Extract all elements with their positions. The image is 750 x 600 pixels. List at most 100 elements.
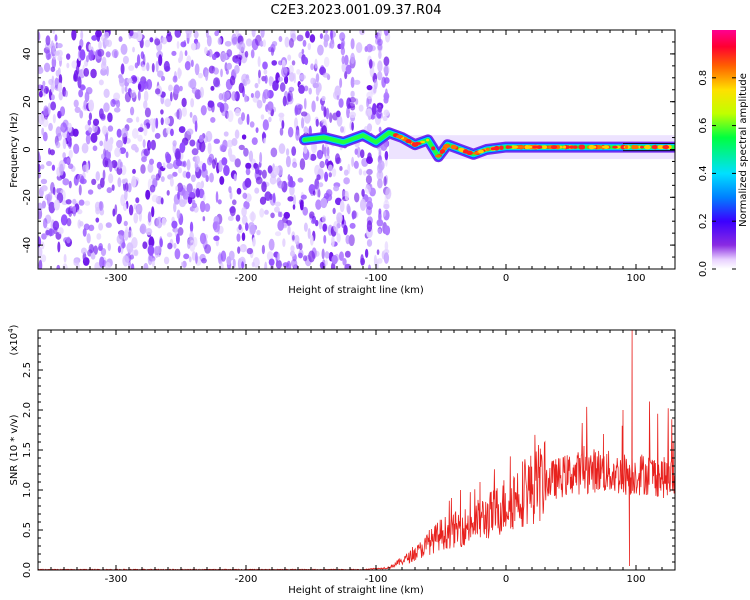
noise-blob	[242, 78, 246, 86]
noise-blob	[140, 164, 146, 174]
noise-blob	[163, 60, 170, 72]
noise-blob	[220, 68, 223, 78]
noise-blob	[110, 99, 116, 108]
noise-blob	[159, 238, 163, 248]
noise-blob	[98, 79, 104, 86]
noise-blob	[382, 210, 386, 217]
noise-blob	[227, 110, 234, 123]
noise-blob	[248, 150, 254, 162]
noise-blob	[68, 139, 72, 149]
colorbar-tick-label: 0.0	[698, 261, 709, 277]
noise-blob	[147, 211, 152, 223]
noise-blob	[99, 113, 106, 120]
x-tick-label: 100	[626, 273, 645, 284]
noise-blob	[116, 128, 122, 138]
noise-blob	[189, 111, 193, 118]
noise-blob	[282, 262, 290, 268]
noise-blob	[268, 238, 275, 251]
ridge-peak	[458, 147, 464, 152]
noise-blob	[130, 263, 135, 269]
noise-blob	[163, 256, 170, 265]
noise-blob	[40, 164, 45, 170]
noise-blob	[151, 206, 155, 218]
noise-blob	[259, 196, 267, 205]
noise-blob	[172, 143, 177, 154]
noise-blob	[300, 117, 305, 129]
noise-blob	[292, 204, 296, 210]
noise-blob	[67, 122, 73, 133]
noise-blob	[241, 134, 247, 140]
noise-blob	[287, 174, 291, 182]
noise-blob	[303, 145, 308, 154]
noise-blob	[336, 233, 341, 243]
noise-blob	[287, 126, 294, 138]
noise-blob	[366, 168, 373, 176]
multiplier-exponent: 4	[7, 328, 15, 333]
noise-blob	[249, 224, 256, 235]
noise-blob	[259, 40, 264, 47]
noise-blob	[333, 185, 340, 192]
noise-blob	[58, 74, 63, 85]
noise-blob	[335, 225, 339, 236]
noise-blob	[207, 100, 215, 108]
noise-blob	[105, 222, 112, 228]
noise-blob	[323, 234, 327, 244]
noise-blob	[102, 125, 108, 135]
noise-blob	[155, 60, 159, 73]
noise-blob	[121, 83, 125, 95]
noise-blob	[199, 86, 204, 98]
y-tick-label: 0.5	[22, 522, 33, 538]
noise-blob	[195, 41, 201, 50]
noise-blob	[256, 99, 263, 109]
noise-blob	[131, 128, 139, 139]
noise-blob	[47, 102, 52, 115]
noise-blob	[262, 61, 268, 70]
noise-blob	[133, 212, 139, 224]
noise-blob	[126, 117, 133, 123]
noise-blob	[345, 64, 352, 75]
noise-blob	[210, 117, 216, 123]
noise-blob	[191, 148, 199, 156]
noise-blob	[121, 242, 126, 249]
noise-blob	[311, 100, 316, 113]
noise-blob	[347, 205, 351, 215]
noise-blob	[73, 99, 79, 108]
noise-blob	[66, 236, 71, 244]
noise-blob	[149, 158, 155, 165]
noise-blob	[368, 264, 371, 269]
noise-blob	[191, 202, 198, 209]
noise-blob	[255, 176, 263, 185]
noise-blob	[76, 209, 83, 215]
ridge-peak	[485, 147, 490, 151]
noise-blob	[256, 229, 261, 236]
noise-blob	[344, 71, 348, 80]
noise-blob	[122, 55, 129, 65]
noise-blob	[234, 108, 241, 117]
ridge-peak	[612, 145, 618, 149]
noise-blob	[347, 102, 355, 109]
y-tick-label: 0.0	[22, 562, 33, 578]
noise-blob	[311, 141, 318, 154]
noise-blob	[383, 30, 390, 36]
noise-blob	[292, 234, 295, 241]
noise-blob	[145, 227, 153, 236]
noise-blob	[279, 211, 283, 218]
y-tick-label: -20	[22, 189, 33, 205]
noise-blob	[107, 125, 114, 132]
noise-blob	[282, 238, 286, 248]
noise-blob	[354, 192, 360, 203]
noise-blob	[161, 217, 167, 226]
snr-panel: -300 -200 -100 0 100 0.0 0.5 1.0 1.5 2.0 2.5 Heig…	[7, 324, 676, 596]
noise-blob	[68, 180, 72, 189]
noise-blob	[238, 224, 242, 231]
noise-blob	[229, 205, 236, 217]
noise-blob	[341, 38, 345, 50]
noise-blob	[43, 105, 49, 117]
noise-blob	[43, 87, 49, 94]
snr-y-axis-label: SNR (10 * v/v)	[9, 414, 20, 485]
ridge-peak	[405, 139, 412, 144]
noise-blob	[323, 106, 327, 118]
colorbar-tick-label: 0.8	[698, 70, 709, 86]
noise-blob	[385, 187, 392, 200]
noise-blob	[91, 35, 98, 41]
